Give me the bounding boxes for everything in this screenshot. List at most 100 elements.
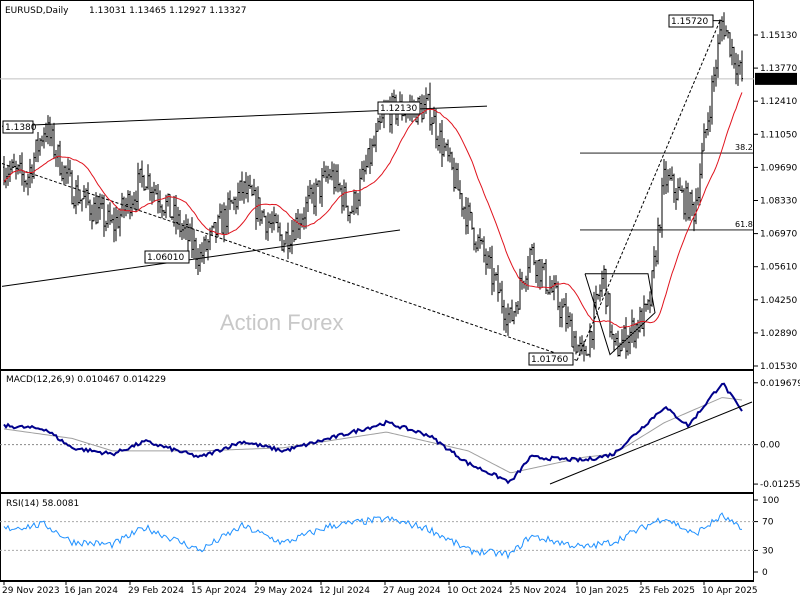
price-bar <box>89 199 91 221</box>
price-bar <box>529 247 531 273</box>
price-bar <box>83 185 85 200</box>
time-axis-label: 29 Nov 2023 <box>2 586 60 596</box>
price-bar <box>483 236 485 263</box>
price-bar <box>257 186 259 222</box>
price-axis-label: 1.15130 <box>760 31 797 41</box>
price-bar <box>289 235 291 253</box>
price-bar <box>97 196 99 224</box>
price-bar <box>601 270 603 297</box>
macd-axis-label: 0.019679 <box>760 379 800 389</box>
price-bar <box>73 196 75 209</box>
price-bar <box>527 255 529 290</box>
price-bar <box>557 281 559 311</box>
price-bar <box>597 293 599 300</box>
price-bar <box>531 244 533 255</box>
price-axis-label: 1.13770 <box>760 64 797 74</box>
price-bar <box>545 259 547 295</box>
price-bar <box>615 333 617 346</box>
price-bar <box>377 117 379 132</box>
price-bar <box>167 193 169 207</box>
price-bar <box>309 179 311 200</box>
price-bar <box>481 238 483 245</box>
price-bar <box>313 182 315 215</box>
price-bar <box>471 211 473 230</box>
price-bar <box>619 342 621 357</box>
price-bar <box>221 204 223 234</box>
price-bar <box>49 116 51 147</box>
price-label-low_2024: 1.06010 <box>147 253 184 263</box>
price-bar <box>609 293 611 338</box>
price-bar <box>463 206 465 220</box>
moving-average-line <box>3 92 743 328</box>
dashed-trendline-to-high <box>576 20 721 361</box>
price-bar <box>55 150 57 167</box>
price-bar <box>681 185 683 194</box>
price-bar <box>667 169 669 193</box>
price-bar <box>307 185 309 212</box>
price-axis-label: 1.05610 <box>760 263 797 273</box>
price-bar <box>587 353 589 356</box>
time-axis-label: 10 Oct 2024 <box>447 586 503 596</box>
price-bar <box>263 209 265 218</box>
price-bar <box>549 275 551 295</box>
watermark: Action Forex <box>220 310 344 335</box>
price-bar <box>447 139 449 162</box>
price-bar <box>717 34 719 78</box>
price-bar <box>371 138 373 166</box>
current-price-tag <box>755 72 797 85</box>
price-bar <box>605 268 607 315</box>
price-bar <box>51 125 53 147</box>
price-bar <box>671 166 673 181</box>
price-axis-label: 1.11050 <box>760 130 797 140</box>
price-bar <box>689 191 691 221</box>
price-bar <box>141 160 143 188</box>
price-bar <box>175 194 177 235</box>
price-bar <box>363 160 365 182</box>
price-bar <box>303 207 305 230</box>
price-bar <box>453 157 455 192</box>
price-bar <box>349 211 351 224</box>
price-bar <box>59 140 61 176</box>
price-bar <box>293 218 295 243</box>
price-bar <box>23 170 25 192</box>
price-bar <box>277 214 279 233</box>
price-bar <box>255 187 257 230</box>
price-bar <box>45 122 47 143</box>
price-bar <box>569 312 571 327</box>
price-bar <box>519 268 521 310</box>
price-bar <box>353 189 355 216</box>
price-bar <box>327 165 329 184</box>
price-bar <box>495 272 497 281</box>
price-bar <box>475 241 477 253</box>
price-bar <box>317 180 319 188</box>
price-bar <box>449 147 451 163</box>
price-bar <box>235 196 237 215</box>
price-bar <box>63 165 65 185</box>
price-bar <box>183 220 185 239</box>
price-bar <box>197 248 199 276</box>
time-axis-label: 15 Apr 2024 <box>191 586 247 596</box>
price-bar <box>641 308 643 330</box>
price-bar <box>591 331 593 348</box>
price-bar <box>687 182 689 221</box>
price-bar <box>21 152 23 186</box>
price-bar <box>79 189 81 204</box>
price-bar <box>479 228 481 249</box>
current-price-label: 1.13327 <box>758 75 795 85</box>
price-bar <box>585 345 587 356</box>
price-bar <box>357 192 359 216</box>
price-bar <box>565 292 567 332</box>
price-bar <box>225 205 227 236</box>
price-bar <box>153 181 155 202</box>
triangle-pattern <box>584 273 656 356</box>
price-bar <box>71 170 73 205</box>
price-bar <box>497 265 499 302</box>
price-bar <box>669 168 671 181</box>
price-bar <box>661 177 663 238</box>
price-axis-label: 1.08330 <box>760 197 797 207</box>
price-bar <box>249 174 251 189</box>
price-bar <box>19 155 21 174</box>
price-bar <box>291 220 293 255</box>
price-bar <box>461 192 463 217</box>
price-bar <box>311 184 313 204</box>
